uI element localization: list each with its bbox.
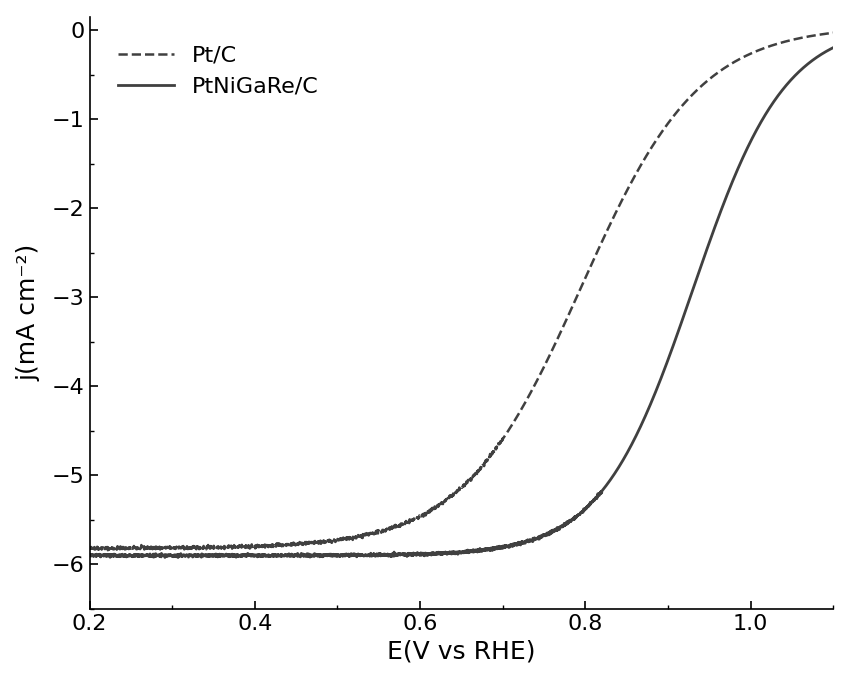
Pt/C [813, 31, 824, 39]
Line: PtNiGaRe/C: PtNiGaRe/C [89, 48, 833, 558]
Pt/C [828, 29, 838, 37]
Pt/C [150, 547, 160, 555]
PtNiGaRe/C [734, 163, 744, 171]
PtNiGaRe/C [813, 52, 824, 60]
PtNiGaRe/C [84, 551, 94, 560]
PtNiGaRe/C [173, 554, 183, 562]
Legend: Pt/C, PtNiGaRe/C: Pt/C, PtNiGaRe/C [100, 28, 337, 114]
X-axis label: E(V vs RHE): E(V vs RHE) [387, 639, 536, 663]
Pt/C [213, 543, 224, 551]
Y-axis label: j(mA cm⁻²): j(mA cm⁻²) [17, 244, 41, 381]
Pt/C [370, 530, 380, 539]
PtNiGaRe/C [402, 551, 412, 559]
Pt/C [734, 55, 744, 63]
Pt/C [84, 544, 94, 552]
Pt/C [169, 544, 179, 552]
PtNiGaRe/C [213, 551, 224, 560]
PtNiGaRe/C [169, 551, 179, 559]
Line: Pt/C: Pt/C [89, 33, 833, 551]
PtNiGaRe/C [828, 44, 838, 52]
Pt/C [402, 518, 412, 526]
PtNiGaRe/C [370, 551, 380, 559]
